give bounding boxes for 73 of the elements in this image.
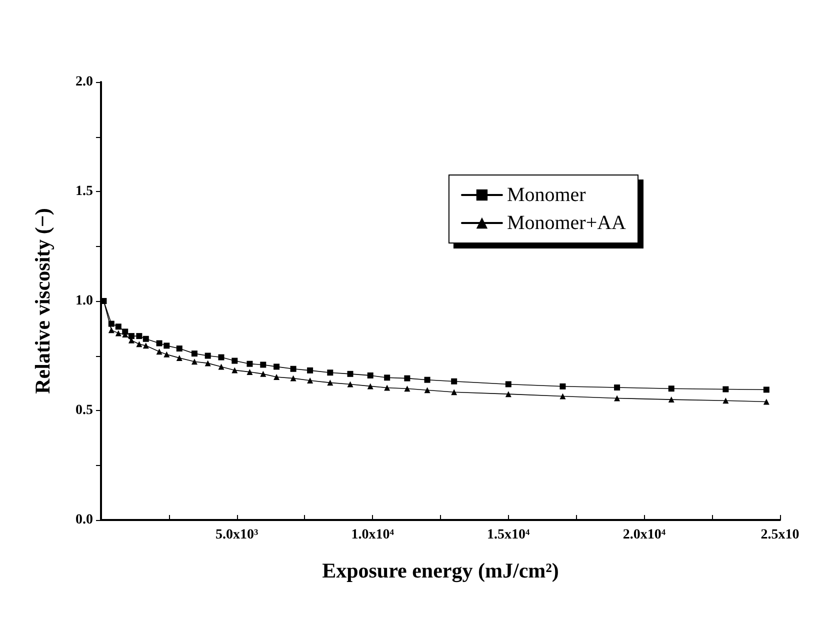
legend-label: Monomer+AA [506, 212, 627, 234]
point [176, 346, 182, 352]
y-tick-label: 1.0 [76, 294, 93, 308]
point [136, 333, 142, 340]
point [246, 368, 253, 375]
y-tick-label: 2.0 [76, 74, 93, 90]
point [232, 358, 238, 364]
point [164, 342, 170, 349]
point [614, 395, 620, 402]
point [260, 362, 266, 368]
x-tick-label: 2.0x10⁴ [622, 528, 666, 542]
y-tick-label: 1.5 [76, 184, 93, 199]
point [668, 396, 674, 403]
point [204, 352, 211, 359]
x-tick-label: 1.5x10⁴ [487, 528, 531, 542]
point [722, 398, 729, 404]
x-tick-label: 5.0x10³ [215, 528, 258, 542]
point [218, 364, 224, 370]
point [668, 386, 674, 392]
legend-label: Monomer [506, 184, 586, 206]
point [108, 320, 114, 327]
point [763, 398, 770, 405]
point [560, 393, 566, 400]
point [164, 351, 170, 358]
point [424, 376, 430, 383]
point [560, 383, 566, 390]
point [290, 375, 296, 382]
point [307, 377, 314, 384]
point [128, 333, 134, 340]
point [307, 367, 314, 374]
point [115, 324, 122, 330]
point [722, 386, 729, 392]
point [218, 354, 224, 360]
y-axis-title: Relative viscosity (−) [30, 208, 54, 394]
point [156, 348, 162, 355]
point [404, 375, 410, 382]
point [384, 374, 390, 381]
point [404, 386, 410, 392]
point [191, 358, 198, 365]
point [505, 381, 512, 388]
point [367, 372, 374, 378]
point [191, 350, 198, 357]
point [290, 366, 296, 372]
point [232, 367, 238, 374]
y-tick-label: 0.0 [76, 512, 93, 528]
point [763, 386, 770, 393]
x-tick-label: 2.5x10 [760, 528, 800, 542]
point [176, 354, 182, 361]
point [274, 364, 280, 370]
y-tick-label: 0.5 [76, 403, 93, 418]
point [327, 380, 334, 386]
x-axis-title: Exposure energy (mJ/cm²) [322, 558, 559, 582]
point [347, 370, 354, 377]
point [260, 370, 266, 377]
point [136, 341, 142, 348]
point [505, 391, 512, 398]
point [614, 384, 620, 391]
point [327, 370, 334, 376]
point [367, 383, 374, 390]
point [274, 374, 280, 380]
point [384, 384, 390, 391]
point [347, 381, 354, 388]
point [115, 330, 122, 336]
point [108, 327, 114, 334]
point [142, 342, 149, 349]
point [204, 360, 211, 366]
point [451, 389, 458, 396]
point [142, 336, 149, 342]
point [156, 340, 162, 346]
point [246, 360, 253, 367]
point [451, 378, 458, 384]
x-tick-label: 1.0x10⁴ [351, 528, 395, 542]
point [424, 387, 430, 394]
